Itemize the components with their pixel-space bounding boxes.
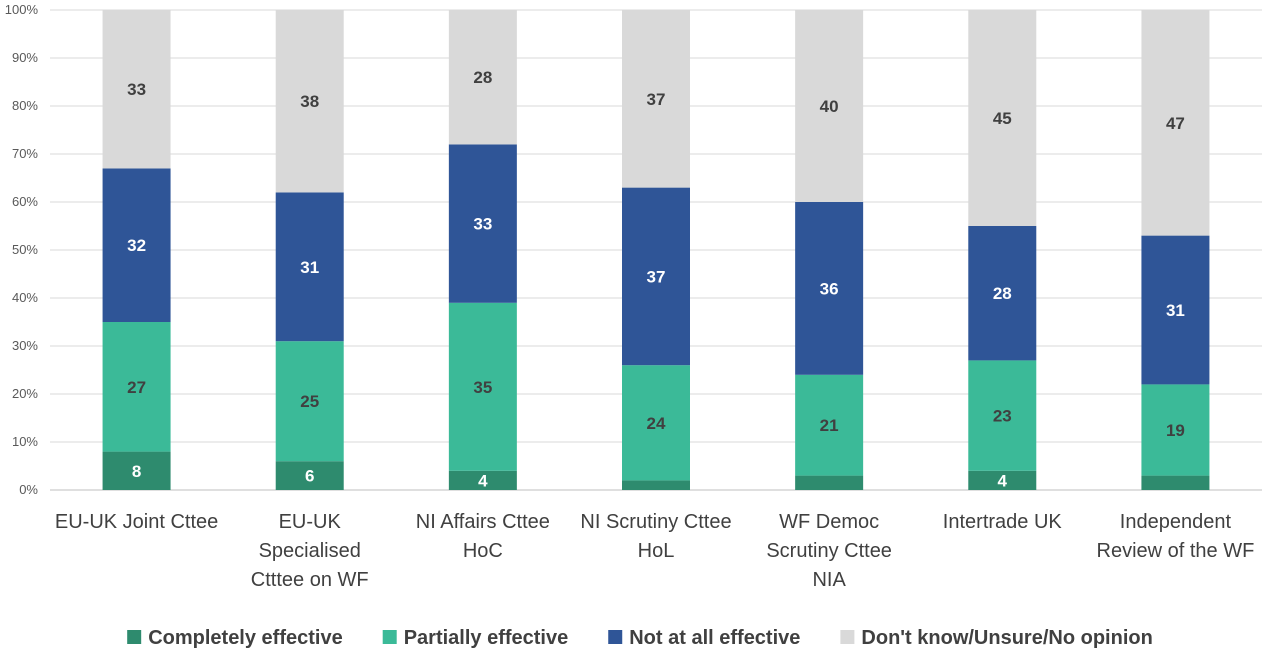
bar-segment <box>1141 10 1210 236</box>
x-category-label: Intertrade UK <box>943 511 1063 533</box>
legend-swatch <box>840 630 855 644</box>
bar-segment <box>102 168 171 322</box>
bar-segment <box>795 202 864 375</box>
legend: Completely effective Partially effective N… <box>127 627 1153 649</box>
data-label: 28 <box>473 68 492 87</box>
data-label: 25 <box>300 392 319 411</box>
x-category-label: WF Democ Scrutiny Cttee NIA <box>766 511 892 591</box>
bar-segment <box>622 365 690 481</box>
bars <box>102 10 1210 490</box>
legend-label: Not at all effective <box>629 627 800 649</box>
legend-item: Not at all effective <box>608 627 800 649</box>
legend-item: Completely effective <box>127 627 343 649</box>
y-tick-label: 10% <box>12 434 38 449</box>
data-label: 33 <box>127 80 146 99</box>
data-label: 23 <box>993 407 1012 426</box>
bar-segment <box>448 10 517 145</box>
bar-segment <box>622 10 690 188</box>
bar-segment <box>102 10 171 169</box>
data-label: 24 <box>647 414 666 433</box>
data-label: 37 <box>647 90 666 109</box>
x-category-label: EU-UK Joint Cttee <box>55 511 218 533</box>
data-label: 28 <box>993 284 1012 303</box>
y-tick-label: 0% <box>19 482 38 497</box>
data-label: 6 <box>305 467 314 486</box>
bar-segment <box>275 461 344 490</box>
data-label: 40 <box>820 97 839 116</box>
legend-swatch <box>608 630 623 644</box>
y-tick-label: 50% <box>12 242 38 257</box>
y-tick-label: 100% <box>5 2 39 17</box>
data-label: 36 <box>820 279 839 298</box>
data-label: 45 <box>993 109 1012 128</box>
data-label: 4 <box>998 471 1008 490</box>
bar-segment <box>275 192 344 342</box>
y-tick-label: 40% <box>12 290 38 305</box>
legend-item: Partially effective <box>382 627 569 649</box>
legend-swatch <box>127 630 142 644</box>
bar-segment <box>795 374 864 476</box>
data-label: 27 <box>127 378 146 397</box>
data-labels: 8 27 32 33 6 25 31 38 4 35 33 28 24 37 37 21 36 40 4 23 28 45… <box>127 68 1185 490</box>
data-label: 35 <box>473 378 492 397</box>
data-label: 47 <box>1166 114 1185 133</box>
legend-label: Completely effective <box>148 627 343 649</box>
legend-label: Don't know/Unsure/No opinion <box>861 627 1152 649</box>
x-category-label: NI Scrutiny Cttee HoL <box>580 511 731 562</box>
x-category-label: Independent Review of the WF <box>1097 511 1255 562</box>
bar-segment <box>1141 384 1210 476</box>
data-label: 37 <box>647 267 666 286</box>
bar-segment <box>1141 475 1210 490</box>
legend-label: Partially effective <box>404 627 569 649</box>
bar-segment <box>275 341 344 462</box>
data-label: 33 <box>473 215 492 234</box>
bar-segment <box>622 480 690 490</box>
y-tick-label: 20% <box>12 386 38 401</box>
bar-segment <box>102 322 171 452</box>
bar-segment <box>102 451 171 490</box>
bar-segment <box>448 302 517 471</box>
bar-segment <box>968 226 1037 361</box>
data-label: 31 <box>300 258 319 277</box>
bar-segment <box>448 144 517 303</box>
x-category-label: NI Affairs Cttee HoC <box>416 511 550 562</box>
data-label: 19 <box>1166 421 1185 440</box>
y-tick-label: 90% <box>12 50 38 65</box>
bar-segment <box>1141 235 1210 385</box>
legend-swatch <box>382 630 397 644</box>
bar-segment <box>968 470 1037 490</box>
bar-segment <box>795 10 864 202</box>
data-label: 31 <box>1166 301 1185 320</box>
bar-segment <box>275 10 344 193</box>
data-label: 21 <box>820 416 839 435</box>
x-category-label: EU-UK Specialised Ctttee on WF <box>251 511 369 591</box>
bar-segment <box>448 470 517 490</box>
y-tick-label: 70% <box>12 146 38 161</box>
y-axis-ticks: 0% 10% 20% 30% 40% 50% 60% 70% 80% 90% 100% <box>5 2 39 497</box>
y-tick-label: 80% <box>12 98 38 113</box>
data-label: 4 <box>478 471 488 490</box>
data-label: 32 <box>127 236 146 255</box>
bar-segment <box>622 187 690 366</box>
data-label: 8 <box>132 462 141 481</box>
bar-segment <box>968 10 1037 226</box>
legend-item: Don't know/Unsure/No opinion <box>840 627 1153 649</box>
data-label: 38 <box>300 92 319 111</box>
y-tick-label: 30% <box>12 338 38 353</box>
bar-segment <box>795 475 864 490</box>
bar-segment <box>968 360 1037 471</box>
x-axis-labels: EU-UK Joint Cttee EU-UK Specialised Ctttee … <box>55 511 1254 591</box>
y-tick-label: 60% <box>12 194 38 209</box>
